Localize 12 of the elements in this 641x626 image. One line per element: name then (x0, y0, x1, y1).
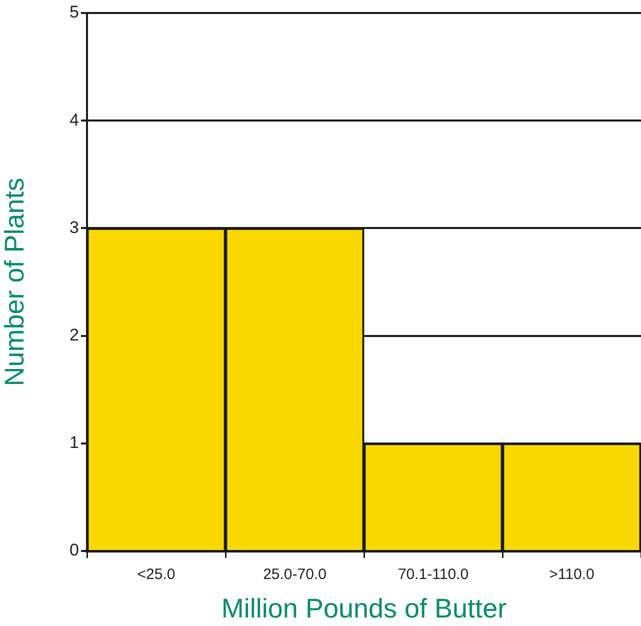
x-tick-label: <25.0 (137, 566, 176, 584)
y-tick-label: 1 (70, 433, 79, 452)
y-axis-title: Number of Plants (0, 178, 30, 386)
y-tick-label: 2 (70, 325, 79, 344)
x-tick-label: 70.1-110.0 (398, 566, 469, 584)
x-tick-label: >110.0 (549, 566, 594, 584)
y-tick-label: 3 (70, 218, 79, 237)
y-tick-label: 5 (70, 2, 79, 22)
y-tick-label: 0 (70, 540, 79, 560)
x-tick-label: 25.0-70.0 (263, 566, 326, 584)
x-axis-title: Million Pounds of Butter (221, 593, 507, 624)
y-tick-label: 4 (70, 110, 79, 130)
